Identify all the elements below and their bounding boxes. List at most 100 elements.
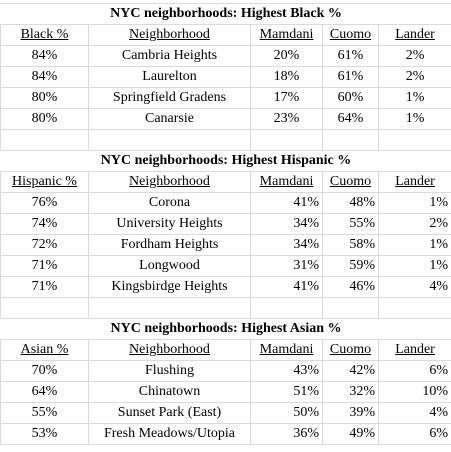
percent-cell: 23%	[251, 109, 323, 130]
percent-cell: 2%	[379, 67, 451, 88]
percent-cell: 55%	[323, 214, 379, 235]
empty-cell	[89, 298, 251, 319]
empty-cell	[89, 130, 251, 151]
empty-cell	[379, 298, 451, 319]
percent-cell: 51%	[251, 382, 323, 403]
percent-cell: 71%	[1, 256, 89, 277]
column-header: Mamdani	[251, 25, 323, 46]
percent-cell: 50%	[251, 403, 323, 424]
percent-cell: 6%	[379, 361, 451, 382]
percent-cell: 32%	[323, 382, 379, 403]
percent-cell: 31%	[251, 256, 323, 277]
empty-cell	[1, 298, 89, 319]
column-header: Cuomo	[323, 172, 379, 193]
percent-cell: 72%	[1, 235, 89, 256]
neighborhood-cell: Longwood	[89, 256, 251, 277]
empty-cell	[251, 130, 323, 151]
percent-cell: 1%	[379, 88, 451, 109]
percent-cell: 43%	[251, 361, 323, 382]
neighborhood-cell: Laurelton	[89, 67, 251, 88]
percent-cell: 80%	[1, 88, 89, 109]
percent-cell: 34%	[251, 214, 323, 235]
section-title: NYC neighborhoods: Highest Black %	[1, 4, 451, 25]
column-header: Asian %	[1, 340, 89, 361]
neighborhood-cell: Springfield Gradens	[89, 88, 251, 109]
empty-cell	[323, 130, 379, 151]
percent-cell: 18%	[251, 67, 323, 88]
percent-cell: 20%	[251, 46, 323, 67]
percent-cell: 34%	[251, 235, 323, 256]
column-header: Neighborhood	[89, 172, 251, 193]
percent-cell: 84%	[1, 67, 89, 88]
neighborhood-cell: Fresh Meadows/Utopia	[89, 424, 251, 445]
neighborhood-cell: Cambria Heights	[89, 46, 251, 67]
percent-cell: 64%	[1, 382, 89, 403]
percent-cell: 61%	[323, 67, 379, 88]
percent-cell: 80%	[1, 109, 89, 130]
neighborhood-cell: Sunset Park (East)	[89, 403, 251, 424]
percent-cell: 42%	[323, 361, 379, 382]
blank-row	[1, 298, 451, 319]
neighborhood-cell: Corona	[89, 193, 251, 214]
percent-cell: 55%	[1, 403, 89, 424]
percent-cell: 61%	[323, 46, 379, 67]
neighborhood-cell: Canarsie	[89, 109, 251, 130]
column-header: Neighborhood	[89, 25, 251, 46]
percent-cell: 71%	[1, 277, 89, 298]
column-header: Neighborhood	[89, 340, 251, 361]
column-header: Cuomo	[323, 25, 379, 46]
percent-cell: 6%	[379, 424, 451, 445]
title-row: NYC neighborhoods: Highest Black %	[1, 4, 451, 25]
neighborhood-cell: Kingsbirdge Heights	[89, 277, 251, 298]
percent-cell: 74%	[1, 214, 89, 235]
percent-cell: 41%	[251, 193, 323, 214]
empty-cell	[379, 130, 451, 151]
column-header: Lander	[379, 172, 451, 193]
percent-cell: 49%	[323, 424, 379, 445]
section-title: NYC neighborhoods: Highest Asian %	[1, 319, 451, 340]
percent-cell: 46%	[323, 277, 379, 298]
data-row: 55%Sunset Park (East)50%39%4%	[1, 403, 451, 424]
percent-cell: 2%	[379, 46, 451, 67]
empty-cell	[251, 298, 323, 319]
neighborhood-cell: Fordham Heights	[89, 235, 251, 256]
title-row: NYC neighborhoods: Highest Hispanic %	[1, 151, 451, 172]
percent-cell: 36%	[251, 424, 323, 445]
percent-cell: 53%	[1, 424, 89, 445]
blank-row	[1, 130, 451, 151]
percent-cell: 60%	[323, 88, 379, 109]
percent-cell: 1%	[379, 235, 451, 256]
percent-cell: 76%	[1, 193, 89, 214]
column-header: Hispanic %	[1, 172, 89, 193]
page: {"sections": [ {"title": "NYC neighborho…	[0, 3, 451, 452]
empty-cell	[323, 298, 379, 319]
section-title: NYC neighborhoods: Highest Hispanic %	[1, 151, 451, 172]
percent-cell: 1%	[379, 109, 451, 130]
percent-cell: 59%	[323, 256, 379, 277]
column-header: Black %	[1, 25, 89, 46]
neighborhood-cell: Flushing	[89, 361, 251, 382]
percent-cell: 10%	[379, 382, 451, 403]
neighborhood-cell: Chinatown	[89, 382, 251, 403]
percent-cell: 2%	[379, 214, 451, 235]
neighborhood-cell: University Heights	[89, 214, 251, 235]
empty-cell	[1, 130, 89, 151]
percent-cell: 41%	[251, 277, 323, 298]
percent-cell: 48%	[323, 193, 379, 214]
spreadsheet: NYC neighborhoods: Highest Black %Black …	[0, 3, 451, 445]
column-header: Lander	[379, 340, 451, 361]
